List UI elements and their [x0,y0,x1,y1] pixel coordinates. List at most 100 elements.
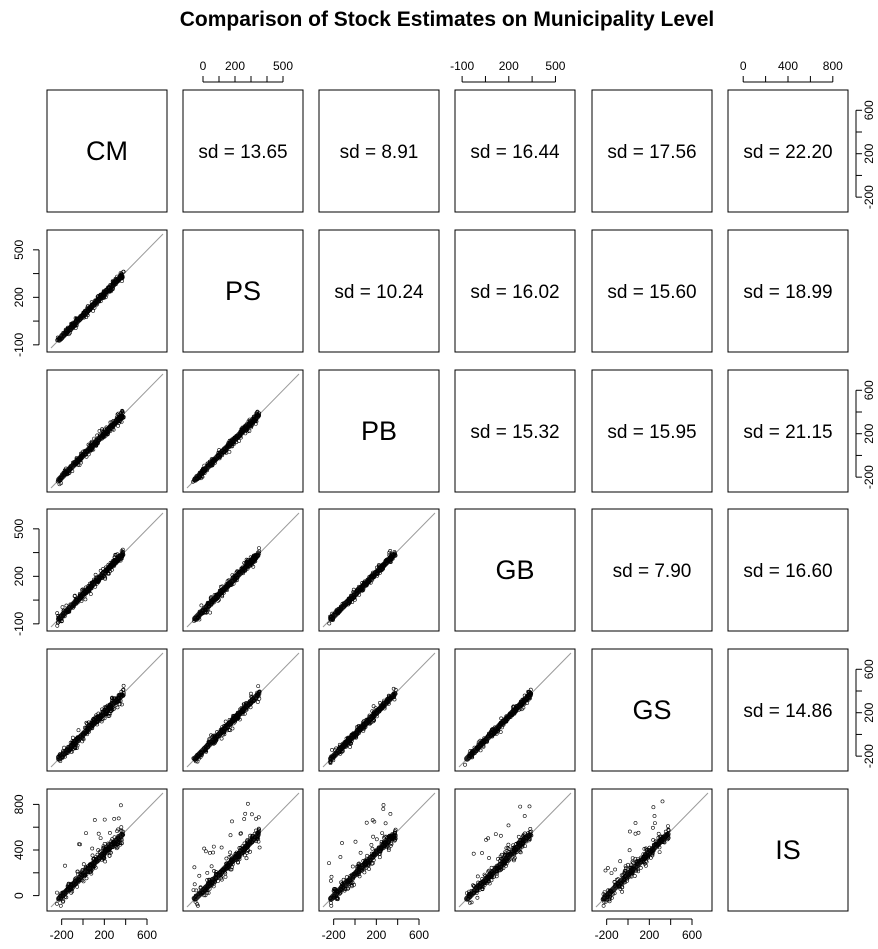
left-axis-gb: -100 200 500 [12,519,40,636]
data-point [72,594,77,599]
data-point [71,735,75,740]
data-point [518,804,523,809]
data-point [118,842,123,847]
data-point [100,427,105,432]
tick-label: 400 [778,59,798,73]
data-point [345,887,350,891]
data-point [92,818,97,822]
tick-label: 500 [273,59,293,73]
data-point [199,603,204,608]
tick-label: -100 [450,59,474,73]
panel-cm-gb: sd = 16.44 [454,89,576,213]
data-point [506,823,511,828]
panel-is-gs [591,788,713,912]
panel-frame [727,788,849,912]
data-point [85,722,90,726]
tick-label: -200 [50,928,74,942]
data-point [251,564,256,569]
data-point [346,886,351,891]
data-point [527,804,532,809]
panel-gs-gs: GS [591,648,713,772]
data-point [370,818,375,823]
data-point [96,831,101,836]
data-point [609,871,614,876]
data-point [657,850,662,855]
data-point [203,849,208,854]
data-point [121,683,126,688]
panel-ps-pb: sd = 10.24 [318,229,440,353]
sd-label: sd = 13.65 [198,142,287,163]
data-point [606,866,610,870]
sd-label: sd = 22.20 [743,142,832,163]
data-point [369,843,374,847]
data-point [651,825,655,830]
panel-frame [318,508,440,632]
panel-frame [454,648,576,772]
data-point [239,831,243,836]
data-point [370,846,375,851]
panel-frame [454,369,576,493]
bottom-axis-pb: -200 200 600 [322,918,429,942]
data-point [374,837,379,842]
tick-label: 200 [12,287,26,307]
panel-gb-cm [46,508,168,632]
panel-frame [727,508,849,632]
data-point [202,846,207,851]
tick-label: 400 [12,840,26,860]
data-point [495,857,500,861]
left-axis-is: 0 400 800 [12,794,40,899]
data-point [249,691,253,696]
data-point [463,762,467,767]
sd-label: sd = 18.99 [743,282,832,303]
data-point [601,903,606,908]
dense-point-cloud [464,832,533,902]
data-point [254,828,258,833]
data-point [88,592,93,596]
tick-label: 800 [12,794,26,814]
panel-ps-ps: PS [182,229,304,353]
data-point [620,885,625,890]
panel-frame [454,89,576,213]
tick-label: 500 [12,240,26,260]
data-point [212,869,216,873]
data-point [632,874,637,878]
data-point [257,845,262,850]
data-point [244,856,249,861]
panel-frame [46,788,168,912]
data-point [55,890,59,895]
data-point [475,895,480,900]
sd-label: sd = 8.91 [340,142,419,163]
dense-point-cloud [192,413,261,483]
sd-label: sd = 14.86 [743,701,832,722]
data-point [192,865,197,870]
bottom-axis-cm: -200 200 600 [50,918,157,942]
panel-gs-ps [182,648,304,772]
data-point [327,621,332,626]
data-point [498,833,503,838]
panel-is-ps [182,788,304,912]
data-point [98,836,103,841]
top-axis-is: 0 400 800 [740,59,843,83]
data-point [389,842,394,847]
tick-label: -200 [862,465,876,489]
data-point [55,611,60,616]
tick-label: 0 [200,59,207,73]
data-point [349,884,354,889]
data-point [60,605,65,610]
dense-point-cloud [56,832,125,902]
data-point [523,831,527,836]
data-point [249,812,254,817]
data-point [512,858,516,863]
panel-frame [182,229,304,353]
panel-frame [46,369,168,493]
tick-label: 0 [740,59,747,73]
data-point [382,834,387,839]
sd-label: sd = 16.02 [470,282,559,303]
dense-point-cloud [328,692,397,762]
data-point [93,572,98,577]
data-point [351,587,356,592]
data-point [116,816,121,821]
data-point [197,873,202,878]
data-point [469,900,474,905]
panel-gb-is: sd = 16.60 [727,508,849,632]
